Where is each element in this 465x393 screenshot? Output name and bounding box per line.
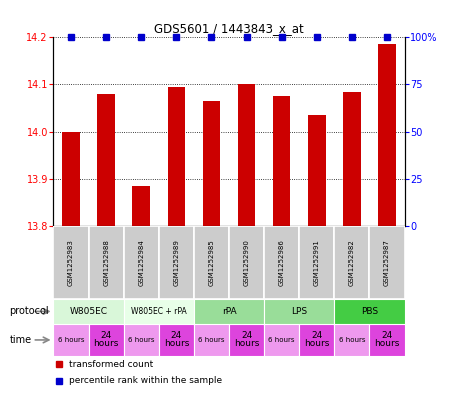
Text: 6 hours: 6 hours [198,337,225,343]
Bar [97,94,115,226]
Bar [229,226,264,299]
Text: LPS: LPS [291,307,307,316]
Text: GSM1252987: GSM1252987 [384,239,390,286]
Text: rPA: rPA [222,307,236,316]
Bar [203,101,220,226]
Text: GSM1252986: GSM1252986 [279,239,285,286]
Text: time: time [9,335,32,345]
Text: GSM1252990: GSM1252990 [244,239,250,286]
Bar [167,87,185,226]
Bar [159,324,194,356]
Bar [238,84,255,226]
Bar [378,44,396,226]
Text: protocol: protocol [9,307,49,316]
Bar [343,92,361,226]
Bar [194,324,229,356]
Text: 24
hours: 24 hours [304,331,330,349]
Bar [53,299,124,324]
Text: GSM1252991: GSM1252991 [314,239,320,286]
Text: W805EC + rPA: W805EC + rPA [131,307,186,316]
Bar [334,299,405,324]
Bar [334,324,370,356]
Text: 24
hours: 24 hours [234,331,259,349]
Bar [124,226,159,299]
Bar [194,299,264,324]
Text: 24
hours: 24 hours [164,331,189,349]
Text: 6 hours: 6 hours [128,337,154,343]
Bar [194,226,229,299]
Text: 6 hours: 6 hours [58,337,84,343]
Bar [124,324,159,356]
Bar [88,324,124,356]
Bar [273,96,291,226]
Text: GSM1252984: GSM1252984 [138,239,144,286]
Bar [133,186,150,226]
Text: transformed count: transformed count [69,360,153,369]
Bar [299,226,334,299]
Text: 24
hours: 24 hours [93,331,119,349]
Bar [88,226,124,299]
Text: GSM1252985: GSM1252985 [208,239,214,286]
Bar [264,299,334,324]
Text: GSM1252983: GSM1252983 [68,239,74,286]
Bar [334,226,370,299]
Title: GDS5601 / 1443843_x_at: GDS5601 / 1443843_x_at [154,22,304,35]
Bar [308,115,326,226]
Text: 6 hours: 6 hours [268,337,295,343]
Bar [370,324,405,356]
Bar [62,132,80,226]
Bar [159,226,194,299]
Bar [370,226,405,299]
Text: 6 hours: 6 hours [339,337,365,343]
Text: 24
hours: 24 hours [374,331,400,349]
Text: W805EC: W805EC [70,307,107,316]
Bar [124,299,194,324]
Bar [264,226,299,299]
Bar [53,226,88,299]
Text: PBS: PBS [361,307,378,316]
Text: percentile rank within the sample: percentile rank within the sample [69,376,222,385]
Bar [229,324,264,356]
Bar [299,324,334,356]
Bar [53,324,88,356]
Text: GSM1252989: GSM1252989 [173,239,179,286]
Text: GSM1252982: GSM1252982 [349,239,355,286]
Bar [264,324,299,356]
Text: GSM1252988: GSM1252988 [103,239,109,286]
